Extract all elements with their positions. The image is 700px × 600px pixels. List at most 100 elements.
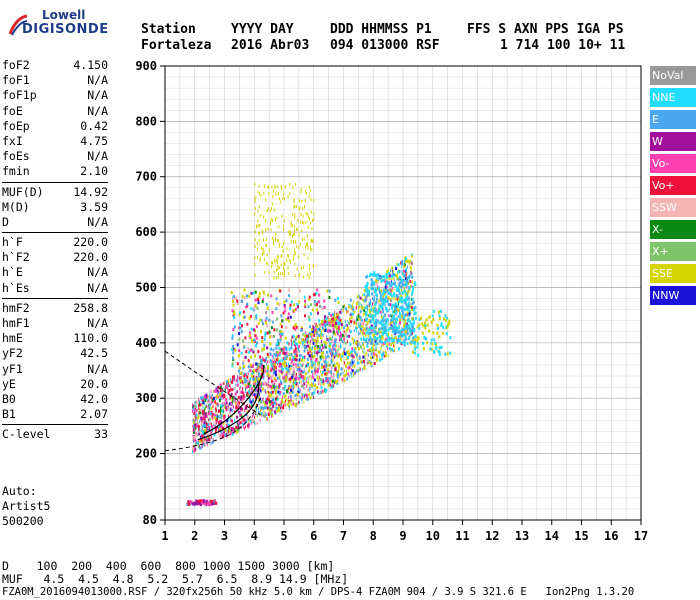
echo-point [266,356,268,360]
echo-point [307,215,309,219]
echo-point [381,303,384,307]
echo-point [273,410,276,414]
echo-point [344,307,347,311]
echo-point [301,229,303,233]
echo-point [339,338,341,342]
echo-point [344,341,347,345]
echo-point [401,262,404,266]
echo-point [271,401,274,405]
echo-point [440,323,443,327]
echo-point [213,499,216,503]
echo-point [310,247,312,251]
echo-point [354,370,356,374]
param-row: B0 42.0 [2,392,108,407]
echo-point [389,286,392,290]
echo-point [195,502,198,506]
echo-point [222,403,225,407]
echo-point [440,321,443,325]
echo-point [212,404,214,408]
echo-point [306,340,308,344]
echo-point [199,403,202,407]
echo-point [405,273,407,277]
echo-point [306,357,309,361]
echo-point [271,379,274,383]
echo-point [282,357,285,361]
echo-point [323,299,326,303]
echo-point [327,316,329,320]
echo-point [290,339,292,343]
legend-item-x-: X- [650,220,696,239]
echo-point [299,272,301,276]
echo-point [397,286,400,290]
echo-point [387,347,389,351]
echo-point [361,293,363,297]
echo-point [389,322,392,326]
echo-point [391,303,394,307]
echo-point [404,318,407,322]
echo-point [401,269,403,273]
echo-point [273,276,275,280]
echo-point [284,336,287,340]
echo-point [203,394,206,398]
echo-point [208,417,211,421]
echo-point [405,337,408,341]
param-row: yF2 42.5 [2,346,108,361]
echo-point [248,388,250,392]
echo-point [301,342,303,346]
echo-point [249,348,252,352]
echo-point [339,334,342,338]
echo-point [208,404,210,408]
echo-point [288,362,290,366]
echo-point [244,336,247,340]
echo-point [400,261,403,265]
echo-point [265,244,267,248]
echo-point [297,363,300,367]
echo-point [373,322,376,326]
echo-point [433,338,436,342]
echo-point [299,341,302,345]
echo-point [226,429,229,433]
echo-point [380,344,382,348]
echo-point [274,385,277,389]
y-tick-label: 400 [135,336,157,350]
echo-point [327,322,329,326]
echo-point [281,395,283,399]
echo-point [210,389,212,393]
echo-point [198,444,200,448]
echo-point [416,336,419,340]
echo-point [311,363,314,367]
echo-point [295,240,297,244]
echo-point [299,206,301,210]
echo-point [326,338,329,342]
echo-point [268,406,271,410]
echo-point [358,369,360,373]
echo-point [247,425,250,429]
echo-point [371,349,373,353]
echo-point [318,392,320,396]
echo-point [200,423,202,427]
echo-point [345,323,348,327]
echo-point [207,501,210,505]
echo-point [322,346,325,350]
echo-point [241,374,243,378]
echo-point [252,384,255,388]
echo-point [330,358,332,362]
param-key: C-level [2,427,51,442]
echo-point [201,398,204,402]
echo-point [212,396,215,400]
echo-point [266,362,268,366]
echo-point [320,351,322,355]
echo-point [270,359,273,363]
echo-point [272,385,275,389]
echo-point [294,355,297,359]
echo-point [389,314,392,318]
echo-point [312,333,315,337]
echo-point [356,318,359,322]
echo-point [324,345,327,349]
echo-point [234,386,236,390]
echo-point [328,344,331,348]
echo-point [287,369,289,373]
param-key: fmin [2,164,30,179]
echo-point [332,375,335,379]
echo-point [267,262,269,266]
